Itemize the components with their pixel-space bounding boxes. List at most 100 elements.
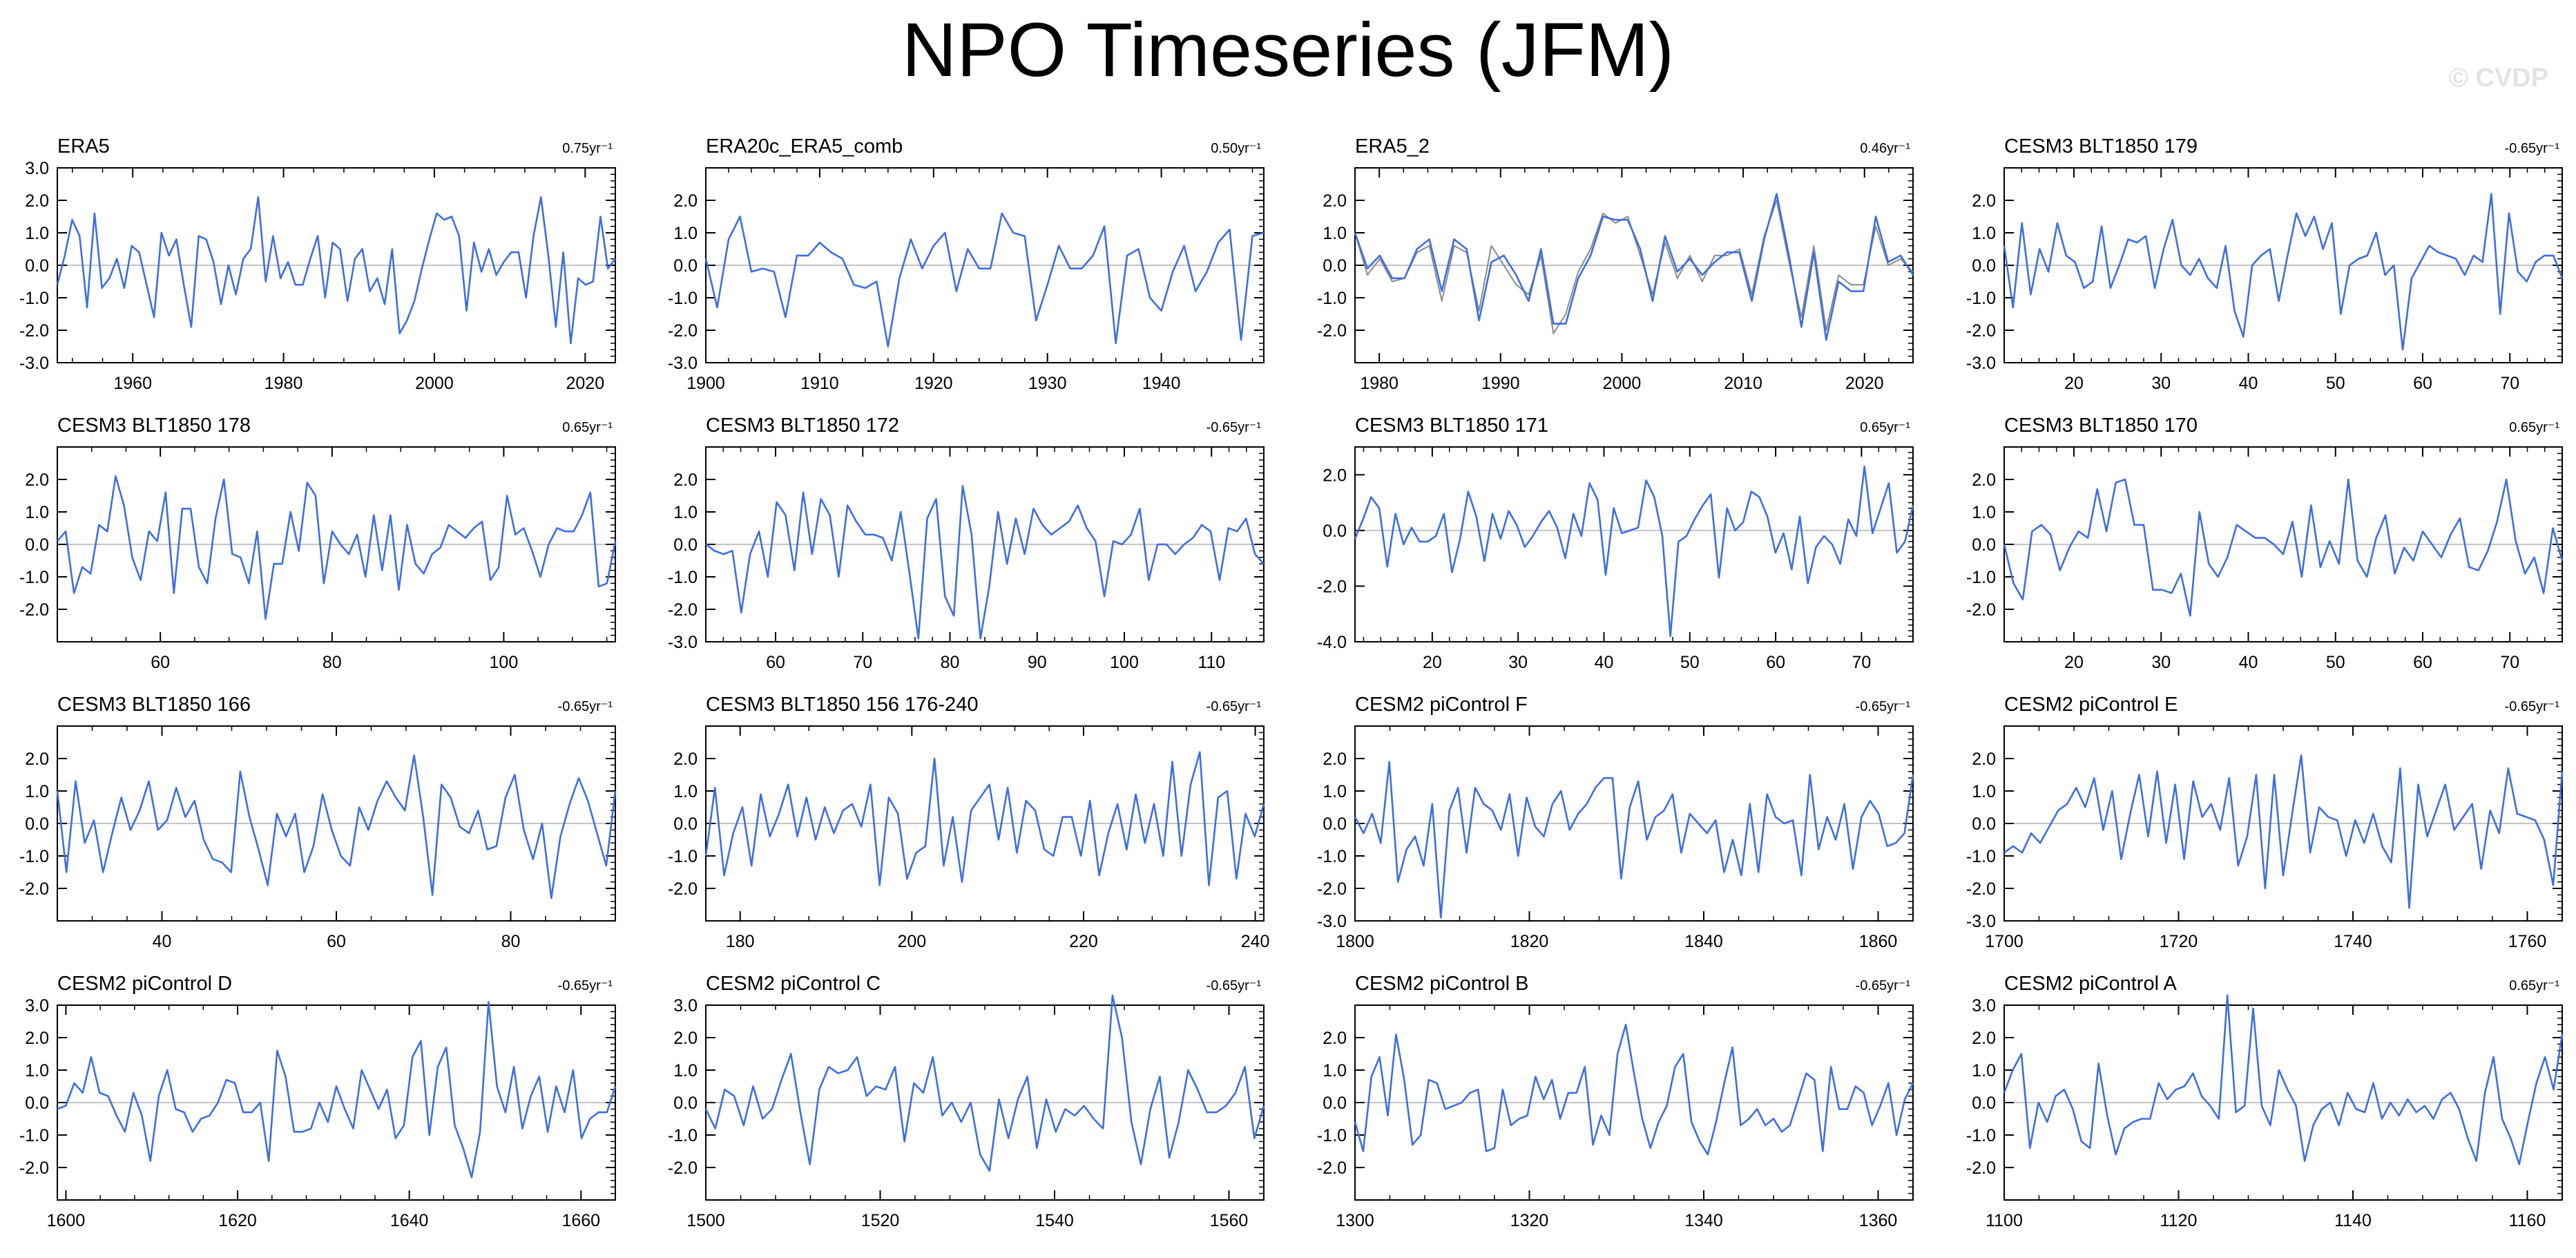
x-tick-label: 30 — [1508, 653, 1528, 672]
x-tick-label: 2000 — [415, 374, 454, 393]
trend-label: -0.65yr⁻¹ — [2505, 141, 2560, 156]
x-tick-label: 60 — [327, 932, 346, 951]
y-tick-label: 1.0 — [1972, 503, 1996, 522]
series-line — [56, 196, 617, 345]
panel-title: CESM2 piControl C — [706, 973, 881, 995]
y-tick-label: -2.0 — [1317, 577, 1347, 596]
y-tick-label: -1.0 — [19, 568, 49, 587]
series-line — [2003, 193, 2564, 351]
y-tick-label: -3.0 — [1966, 354, 1996, 373]
y-tick-label: -3.0 — [1966, 912, 1996, 931]
y-tick-label: -2.0 — [668, 879, 698, 899]
y-tick-label: 0.0 — [25, 256, 49, 276]
series-line — [2003, 754, 2564, 909]
y-tick-label: -2.0 — [1966, 600, 1996, 620]
y-tick-label: 1.0 — [1972, 782, 1996, 801]
chart-panel: 3.0 2.0 1.0 0.0 -1.0 -2.0 1600 1620 1640 1660 CESM… — [19, 973, 617, 1230]
y-tick-label: 3.0 — [1972, 996, 1996, 1016]
chart-panel: 2.0 1.0 0.0 -1.0 -2.0 40 60 80 CESM3 BLT1850 166… — [19, 694, 617, 951]
x-tick-label: 1360 — [1859, 1211, 1898, 1230]
chart-panel: 2.0 1.0 0.0 -1.0 -2.0 180 200 220 240 CESM3 BLT18… — [668, 694, 1270, 951]
x-tick-label: 40 — [153, 932, 172, 951]
trend-label: -0.65yr⁻¹ — [558, 699, 613, 714]
chart-panel: 3.0 2.0 1.0 0.0 -1.0 -2.0 -3.0 1960 1980 2000 2020… — [19, 135, 617, 393]
y-tick-label: -2.0 — [668, 600, 698, 620]
x-tick-label: 1960 — [113, 374, 152, 393]
x-tick-label: 20 — [2064, 653, 2084, 672]
x-tick-label: 50 — [2326, 374, 2345, 393]
series-line — [1354, 193, 1914, 341]
y-tick-label: 1.0 — [1323, 782, 1347, 801]
x-tick-label: 1910 — [800, 374, 839, 393]
trend-label: 0.65yr⁻¹ — [562, 420, 613, 435]
x-tick-label: 50 — [1680, 653, 1700, 672]
x-tick-label: 1660 — [561, 1211, 600, 1230]
y-tick-label: 2.0 — [1323, 191, 1347, 211]
y-tick-label: 2.0 — [25, 750, 49, 769]
x-tick-label: 1500 — [686, 1211, 725, 1230]
y-tick-label: -2.0 — [19, 600, 49, 620]
panel-title: ERA5 — [57, 135, 110, 158]
y-tick-label: 1.0 — [673, 1061, 698, 1080]
x-tick-label: 80 — [941, 653, 960, 672]
x-tick-label: 40 — [2239, 374, 2258, 393]
y-tick-label: 2.0 — [1323, 466, 1347, 485]
y-tick-label: -2.0 — [1966, 879, 1996, 899]
y-tick-label: -3.0 — [19, 354, 49, 373]
x-tick-label: 1720 — [2160, 932, 2198, 951]
x-tick-label: 40 — [1595, 653, 1614, 672]
x-tick-label: 50 — [2326, 653, 2345, 672]
trend-label: -0.65yr⁻¹ — [1207, 978, 1262, 993]
x-tick-label: 1340 — [1684, 1211, 1723, 1230]
y-tick-label: 1.0 — [1323, 1061, 1347, 1080]
x-tick-label: 240 — [1241, 932, 1270, 951]
y-tick-label: 2.0 — [1972, 750, 1996, 769]
y-tick-label: -1.0 — [1966, 568, 1996, 587]
y-tick-label: 0.0 — [1972, 814, 1996, 834]
series-line — [704, 994, 1265, 1172]
x-tick-label: 2020 — [1845, 374, 1884, 393]
y-tick-label: -3.0 — [668, 633, 698, 652]
y-tick-label: 2.0 — [1972, 191, 1996, 211]
x-tick-label: 1980 — [1360, 374, 1398, 393]
y-tick-label: 0.0 — [673, 814, 698, 834]
panel-title: CESM2 piControl E — [2004, 694, 2178, 716]
trend-label: 0.65yr⁻¹ — [2509, 978, 2559, 993]
y-tick-label: -4.0 — [1317, 633, 1347, 652]
x-tick-label: 2000 — [1603, 374, 1642, 393]
panel-title: CESM3 BLT1850 156 176-240 — [706, 694, 978, 716]
x-tick-label: 2010 — [1724, 374, 1762, 393]
x-tick-label: 1940 — [1142, 374, 1181, 393]
y-tick-label: 0.0 — [1323, 522, 1347, 541]
chart-panel: 2.0 1.0 0.0 -1.0 -2.0 -3.0 20 30 40 50 60 70 CESM3 B… — [1966, 135, 2564, 393]
x-tick-label: 110 — [1198, 653, 1225, 672]
y-tick-label: 1.0 — [25, 782, 49, 801]
y-tick-label: 1.0 — [673, 224, 698, 243]
y-tick-label: -1.0 — [668, 289, 698, 308]
y-tick-label: 0.0 — [25, 1094, 49, 1113]
trend-label: -0.65yr⁻¹ — [1856, 699, 1911, 714]
y-tick-label: -2.0 — [1966, 1159, 1996, 1178]
series-line — [1354, 1023, 1914, 1156]
y-tick-label: -1.0 — [1966, 1126, 1996, 1145]
x-tick-label: 1900 — [686, 374, 725, 393]
series-line — [57, 475, 617, 620]
series-line — [57, 1001, 617, 1179]
x-tick-label: 1300 — [1336, 1211, 1374, 1230]
series-line — [705, 485, 1265, 640]
x-tick-label: 40 — [2239, 653, 2258, 672]
y-tick-label: -2.0 — [1317, 879, 1347, 899]
panel-title: CESM3 BLT1850 172 — [706, 414, 899, 437]
x-tick-label: 70 — [1852, 653, 1872, 672]
watermark: © CVDP — [2448, 64, 2548, 93]
trend-label: -0.65yr⁻¹ — [1207, 699, 1262, 714]
y-tick-label: 0.0 — [1323, 814, 1347, 834]
y-tick-label: -3.0 — [1317, 912, 1347, 931]
x-tick-label: 1800 — [1336, 932, 1374, 951]
y-tick-label: 1.0 — [25, 1061, 49, 1080]
y-tick-label: -1.0 — [1966, 289, 1996, 308]
x-tick-label: 1120 — [2160, 1211, 2198, 1230]
